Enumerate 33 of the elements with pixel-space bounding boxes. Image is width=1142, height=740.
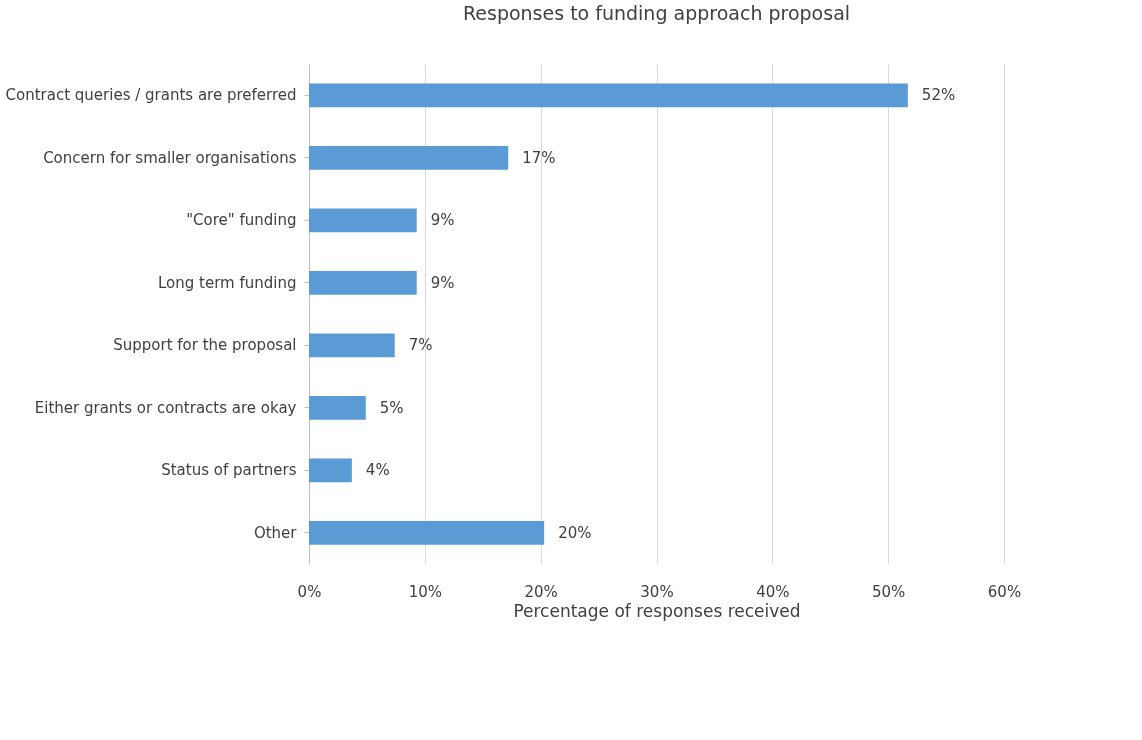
bar <box>309 395 366 420</box>
bar <box>309 145 509 170</box>
y-tick-label: Contract queries / grants are preferred <box>5 86 297 105</box>
y-tick-label: Other <box>253 523 298 542</box>
data-label: 9% <box>430 273 455 292</box>
y-tick-label: Status of partners <box>161 461 297 480</box>
x-tick-label: 10% <box>408 582 443 601</box>
x-tick-label: 40% <box>756 582 790 601</box>
x-tick-label: 30% <box>640 582 674 601</box>
data-label: 52% <box>921 86 956 105</box>
data-label: 9% <box>430 211 455 230</box>
y-tick-label: Support for the proposal <box>113 336 297 355</box>
y-tick-label: Long term funding <box>158 273 297 292</box>
y-tick-label: Concern for smaller organisations <box>43 148 297 167</box>
data-label: 17% <box>522 148 556 167</box>
x-axis-title: Percentage of responses received <box>513 600 801 621</box>
x-tick-label: 20% <box>524 582 558 601</box>
y-tick-label: Either grants or contracts are okay <box>34 398 297 417</box>
data-label: 4% <box>365 461 390 480</box>
bar <box>309 520 545 545</box>
bar <box>309 333 395 358</box>
x-tick-label: 60% <box>987 582 1022 601</box>
data-label: 5% <box>379 398 404 417</box>
bar <box>309 208 417 233</box>
x-tick-label: 0% <box>297 582 322 601</box>
x-tick-label: 50% <box>871 582 906 601</box>
y-tick-label: "Core" funding <box>186 211 297 230</box>
bar <box>309 83 908 108</box>
bar <box>309 458 352 483</box>
data-label: 20% <box>558 523 592 542</box>
bar <box>309 270 417 295</box>
chart-title: Responses to funding approach proposal <box>462 2 851 24</box>
data-label: 7% <box>408 336 433 355</box>
